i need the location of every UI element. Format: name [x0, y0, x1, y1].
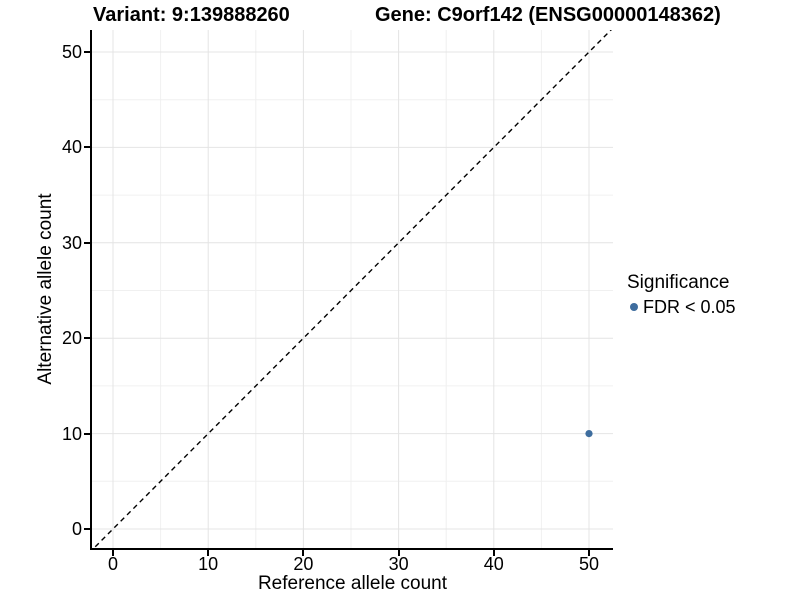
y-tick-label: 20 [61, 328, 82, 349]
y-tick-mark [84, 337, 90, 340]
y-tick-mark [84, 432, 90, 435]
plot-title-gene: Gene: C9orf142 (ENSG00000148362) [375, 4, 721, 26]
plot-panel [90, 30, 613, 550]
x-tick-mark [588, 550, 590, 556]
y-tick-mark [84, 146, 90, 149]
plot-title-variant: Variant: 9:139888260 [93, 4, 290, 26]
x-tick-mark [302, 550, 305, 556]
legend-item: FDR < 0.05 [627, 298, 736, 316]
y-tick-mark [84, 51, 90, 53]
data-point [585, 430, 593, 438]
x-tick-label: 30 [388, 554, 409, 574]
legend-title: Significance [627, 272, 730, 293]
y-tick-mark [84, 241, 90, 244]
y-tick-label: 40 [61, 137, 82, 158]
plot-canvas [92, 30, 613, 548]
y-tick-label: 0 [71, 519, 82, 539]
legend-item-label: FDR < 0.05 [643, 297, 736, 317]
y-axis-title: Alternative allele count [35, 193, 56, 385]
x-tick-mark [112, 550, 114, 556]
x-tick-label: 20 [293, 554, 314, 574]
y-tick-label: 30 [61, 232, 82, 253]
legend: Significance FDR < 0.05 [627, 272, 736, 317]
x-axis-title: Reference allele count [257, 573, 448, 594]
x-tick-mark [207, 550, 210, 556]
y-tick-label: 10 [61, 423, 82, 444]
x-tick-label: 10 [198, 554, 219, 574]
x-tick-mark [397, 550, 400, 556]
x-tick-mark [492, 550, 495, 556]
y-tick-label: 50 [61, 42, 82, 62]
y-tick-mark [84, 528, 90, 530]
x-tick-label: 0 [107, 554, 119, 574]
legend-point-icon [630, 303, 638, 311]
x-tick-label: 40 [483, 554, 504, 574]
identity-dashed-line [93, 30, 612, 548]
x-tick-label: 50 [578, 554, 600, 574]
